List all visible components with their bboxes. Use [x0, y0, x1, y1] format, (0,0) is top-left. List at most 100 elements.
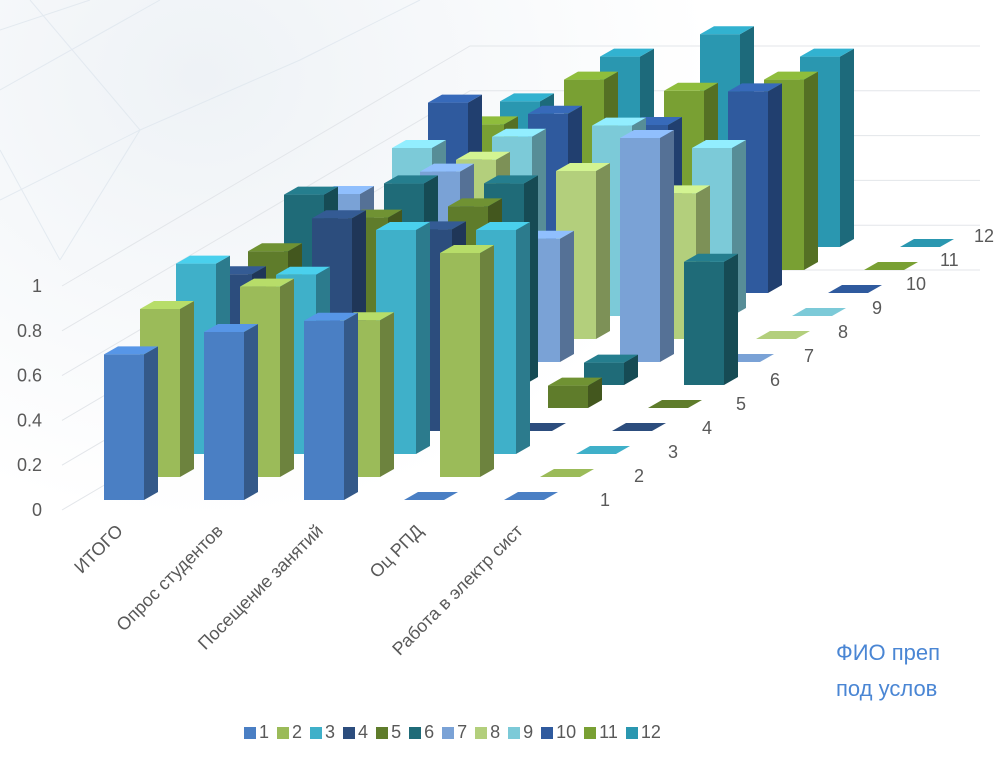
- bars: [104, 26, 954, 500]
- bar-series-6-5: [684, 253, 738, 385]
- depth-series-label: 4: [702, 418, 712, 438]
- bar-series-11-5: [864, 262, 918, 270]
- legend-label: 6: [424, 722, 435, 742]
- bar-front: [620, 138, 660, 362]
- bar-series-12-5: [900, 239, 954, 247]
- bar-top: [312, 210, 366, 219]
- legend-item: 5: [376, 722, 401, 743]
- bar-series-1-2: [204, 324, 258, 500]
- y-tick-label: 0.6: [17, 366, 42, 386]
- legend-label: 4: [358, 722, 369, 742]
- bar-side: [244, 324, 258, 500]
- legend-swatch: [442, 726, 455, 739]
- y-tick-label: 1: [32, 276, 42, 296]
- bar-top: [700, 26, 754, 35]
- bar-top: [764, 71, 818, 80]
- caption-line-1: ФИО преп: [836, 640, 941, 665]
- bar-side: [560, 230, 574, 362]
- bar-side: [804, 71, 818, 270]
- bar-series-1-1: [104, 346, 158, 500]
- bar-top: [684, 253, 738, 262]
- legend-item: 9: [508, 722, 533, 743]
- legend-item: 4: [343, 722, 368, 743]
- bar-zero-slab: [540, 469, 594, 477]
- bar-side: [588, 377, 602, 408]
- bar-top: [556, 163, 610, 171]
- legend-item: 8: [475, 722, 500, 743]
- bar-side: [624, 354, 638, 385]
- bar-side: [280, 278, 294, 477]
- bar-series-1-4: [404, 492, 458, 500]
- bar-front: [548, 385, 588, 408]
- bar-top: [476, 222, 530, 230]
- legend-swatch: [625, 726, 638, 739]
- bar-top: [392, 140, 446, 148]
- legend-swatch: [584, 726, 597, 739]
- bar-side: [840, 48, 854, 247]
- bar-top: [384, 175, 438, 184]
- bar-top: [376, 222, 430, 230]
- gridline: [61, 45, 980, 287]
- depth-series-label: 11: [940, 250, 959, 270]
- legend-label: 8: [490, 722, 501, 742]
- legend-swatch: [475, 726, 488, 739]
- depth-series-label: 9: [872, 298, 882, 318]
- bar-side: [768, 83, 782, 294]
- bar-top: [440, 245, 494, 253]
- bar-side: [480, 245, 494, 477]
- bar-side: [516, 222, 530, 454]
- bar-top: [728, 83, 782, 92]
- bar-top: [448, 198, 502, 207]
- bar-top: [564, 71, 618, 80]
- depth-series-label: 7: [804, 346, 814, 366]
- legend-label: 7: [457, 722, 468, 742]
- x-category-label: Опрос студентов: [112, 521, 226, 635]
- bar-series-5-4: [548, 377, 602, 408]
- bar-top: [692, 140, 746, 148]
- legend-item: 7: [442, 722, 467, 743]
- bar-side: [660, 130, 674, 362]
- legend-item: 6: [409, 722, 434, 743]
- bar-series-9-5: [792, 308, 846, 316]
- bar-side: [180, 301, 194, 477]
- bar-zero-slab: [648, 400, 702, 408]
- bar-top: [484, 175, 538, 184]
- legend-swatch: [376, 726, 389, 739]
- bar-top: [104, 346, 158, 355]
- bar-series-1-5: [504, 492, 558, 500]
- x-category-label: ИТОГО: [70, 521, 126, 577]
- chart-legend: 1 2 3 4 5 6 7 8 9 10 11 12: [244, 722, 661, 743]
- bar-side: [380, 312, 394, 477]
- bar-top: [548, 377, 602, 386]
- bar-top: [140, 301, 194, 309]
- bar-zero-slab: [864, 262, 918, 270]
- bar-series-7-4: [620, 130, 674, 362]
- legend-label: 11: [599, 722, 618, 742]
- bar-top: [620, 130, 674, 138]
- legend-swatch: [409, 726, 422, 739]
- depth-series-label: 1: [600, 490, 610, 510]
- bar-top: [176, 255, 230, 264]
- y-tick-label: 0: [32, 500, 42, 520]
- legend-swatch: [343, 726, 356, 739]
- legend-item: 10: [541, 722, 576, 743]
- bar-side: [724, 253, 738, 385]
- bar-series-4-5: [612, 423, 666, 431]
- depth-series-label: 2: [634, 466, 644, 486]
- bar-front: [304, 320, 344, 500]
- legend-label: 9: [523, 722, 534, 742]
- bar-series-1-3: [304, 312, 358, 500]
- bar-top: [600, 48, 654, 57]
- bar-zero-slab: [612, 423, 666, 431]
- bar-side: [596, 163, 610, 339]
- legend-swatch: [277, 726, 290, 739]
- bar-top: [248, 243, 302, 252]
- bar-top: [800, 48, 854, 57]
- bar-side: [344, 312, 358, 500]
- depth-series-label: 5: [736, 394, 746, 414]
- bar-front: [684, 261, 724, 385]
- x-category-label: Оц РПД: [366, 521, 427, 582]
